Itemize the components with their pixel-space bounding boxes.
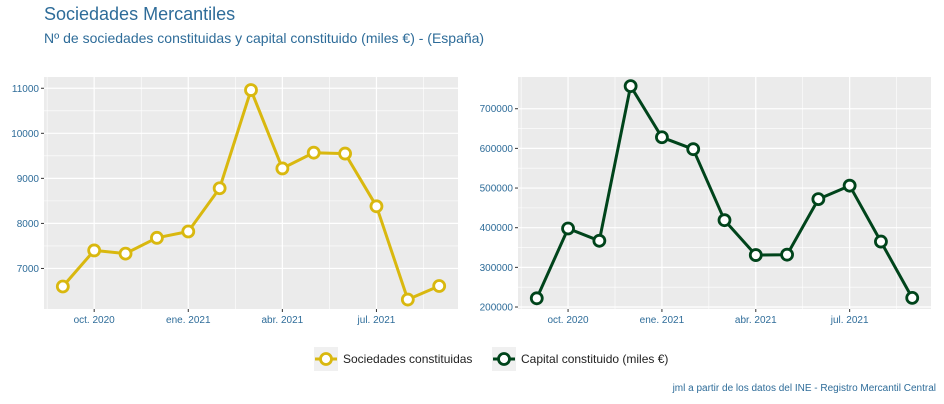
x-tick-label: jul. 2021 xyxy=(830,315,869,326)
data-point-right xyxy=(592,233,607,248)
chart-subtitle: Nº de sociedades constituidas y capital … xyxy=(44,30,485,46)
y-tick-label: 9000 xyxy=(17,174,40,185)
plot-panel-left xyxy=(44,77,458,309)
data-point-left xyxy=(55,279,70,294)
x-tick-label: oct. 2020 xyxy=(547,315,589,326)
legend-label-sociedades: Sociedades constituidas xyxy=(343,352,472,366)
x-tick-label: oct. 2020 xyxy=(74,315,116,326)
data-point-left xyxy=(87,243,102,258)
data-point-left xyxy=(400,292,415,307)
y-tick-label: 300000 xyxy=(480,263,514,274)
y-tick-label: 600000 xyxy=(480,144,514,155)
data-point-left xyxy=(150,230,164,245)
data-point-left xyxy=(118,246,133,261)
x-tick-label: jul. 2021 xyxy=(357,315,396,326)
data-point-left xyxy=(181,224,196,239)
data-point-left xyxy=(369,199,384,214)
data-point-right xyxy=(655,130,669,145)
data-point-left xyxy=(338,146,352,161)
data-point-right xyxy=(874,234,888,249)
x-tick-label: ene. 2021 xyxy=(640,315,685,326)
data-point-right xyxy=(842,178,857,193)
data-point-left xyxy=(432,279,447,293)
data-point-right xyxy=(780,247,794,262)
source-caption: jml a partir de los datos del INE - Regi… xyxy=(672,383,936,394)
data-point-right xyxy=(529,291,544,306)
legend-key-marker-sociedades xyxy=(319,352,333,366)
y-tick-label: 500000 xyxy=(480,184,514,195)
data-point-right xyxy=(811,192,826,207)
data-point-left xyxy=(306,145,321,160)
y-tick-label: 700000 xyxy=(480,104,514,115)
y-tick-label: 400000 xyxy=(480,223,514,234)
y-tick-label: 11000 xyxy=(12,84,40,95)
x-tick-label: ene. 2021 xyxy=(166,315,211,326)
y-tick-label: 10000 xyxy=(11,129,39,140)
x-tick-label: abr. 2021 xyxy=(262,315,304,326)
data-point-right xyxy=(748,248,763,262)
data-point-right xyxy=(717,213,732,228)
data-point-right xyxy=(561,221,575,236)
data-point-left xyxy=(244,83,258,97)
y-tick-label: 200000 xyxy=(480,303,514,314)
y-tick-label: 8000 xyxy=(17,219,40,230)
legend-label-capital: Capital constituido (miles €) xyxy=(521,352,668,366)
chart-title: Sociedades Mercantiles xyxy=(44,4,236,24)
x-tick-label: abr. 2021 xyxy=(735,315,777,326)
data-point-left xyxy=(275,161,290,176)
plot-panel-right xyxy=(518,77,931,309)
data-point-left xyxy=(212,181,227,196)
legend-key-marker-capital xyxy=(497,352,511,366)
y-tick-label: 7000 xyxy=(17,264,40,275)
data-point-right xyxy=(905,290,920,305)
data-point-right xyxy=(686,142,701,157)
data-point-right xyxy=(623,79,638,94)
